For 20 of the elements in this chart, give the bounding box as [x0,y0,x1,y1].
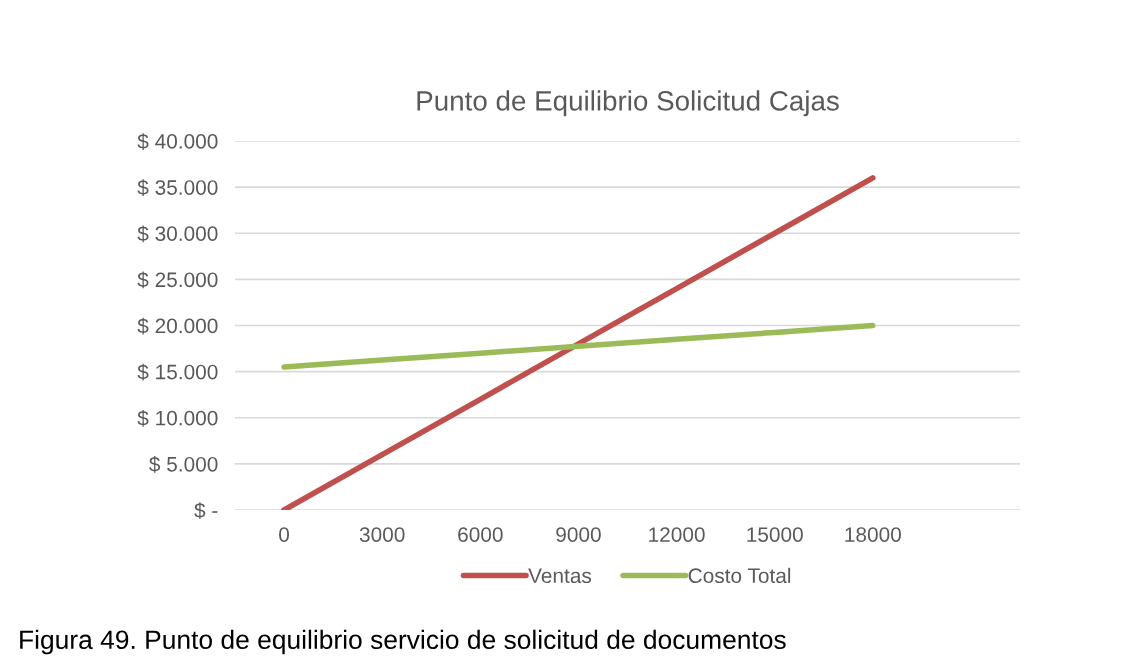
x-tick-label: 9000 [556,527,601,542]
y-tick-label: $ 40.000 [137,133,218,150]
x-tick-label: 18000 [845,527,901,542]
x-tick-label: 15000 [747,527,803,542]
legend-label: Costo Total [688,567,791,584]
x-tick-label: 0 [279,527,290,542]
y-tick-label: $ 30.000 [137,225,218,243]
x-tick-label: 3000 [359,527,405,542]
text: Figura 49. Punto de equilibrio servicio de solicitud de documentos [20,629,786,655]
chart-title: Punto de Equilibrio Solicitud Cajas [417,90,839,117]
y-tick-label: $ 25.000 [137,271,218,289]
y-tick-label: $ 20.000 [137,317,218,335]
legend-label: Ventas [528,568,592,584]
x-tick-label: 12000 [649,527,705,542]
y-tick-label: $ 35.000 [137,179,218,197]
y-tick-label: $ - [194,502,218,519]
x-tick-label: 6000 [458,527,503,542]
y-tick-label: $ 15.000 [137,363,218,381]
y-tick-label: $ 10.000 [137,409,218,427]
y-tick-label: $ 5.000 [149,456,218,473]
